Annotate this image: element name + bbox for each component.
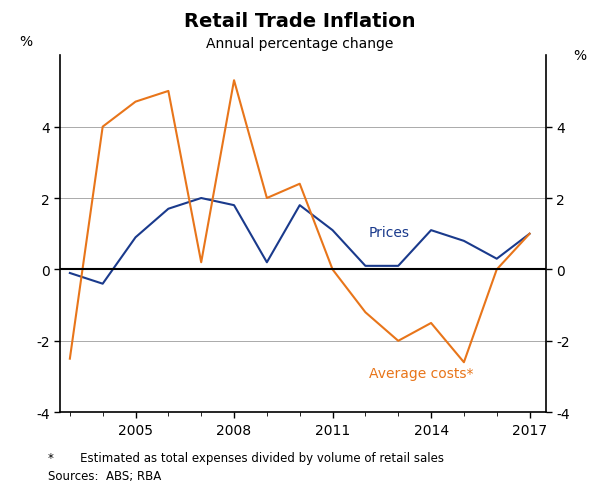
Text: *       Estimated as total expenses divided by volume of retail sales: * Estimated as total expenses divided by… xyxy=(48,451,444,465)
Text: Annual percentage change: Annual percentage change xyxy=(206,37,394,51)
Y-axis label: %: % xyxy=(19,35,32,49)
Text: Sources:  ABS; RBA: Sources: ABS; RBA xyxy=(48,469,161,483)
Text: Prices: Prices xyxy=(368,225,410,240)
Y-axis label: %: % xyxy=(574,49,587,63)
Text: Retail Trade Inflation: Retail Trade Inflation xyxy=(184,12,416,31)
Text: Average costs*: Average costs* xyxy=(368,366,473,380)
